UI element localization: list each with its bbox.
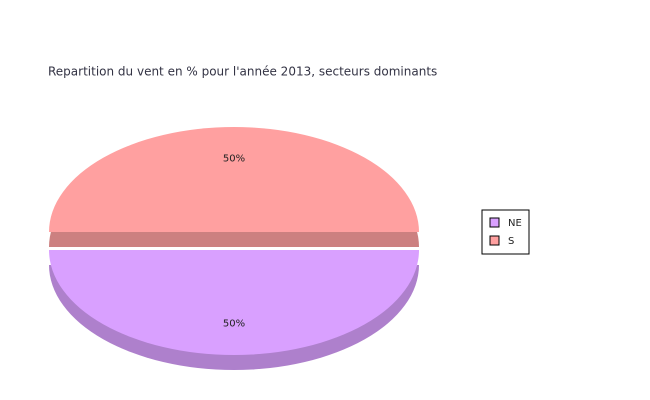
legend-label: S: [508, 236, 514, 247]
slice: [49, 127, 419, 232]
legend-swatch: [489, 217, 500, 228]
pie: 50% 50%: [49, 127, 419, 370]
legend-label: NE: [508, 218, 522, 229]
data-label: 50%: [223, 154, 245, 165]
chart-title: Repartition du vent en % pour l'année 20…: [48, 65, 437, 79]
data-label: 50%: [223, 319, 245, 330]
legend-box: [481, 209, 530, 255]
slice: [49, 250, 419, 355]
legend-swatch: [489, 235, 500, 246]
legend: NE S: [481, 209, 530, 255]
